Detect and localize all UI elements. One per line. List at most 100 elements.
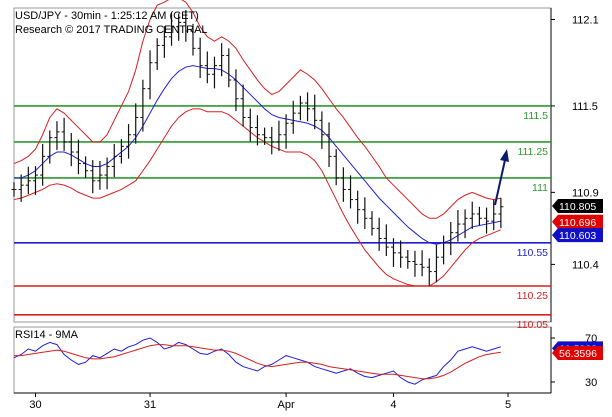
rsi-plot-frame bbox=[13, 326, 552, 394]
price-bar bbox=[197, 37, 203, 79]
price-bar bbox=[326, 122, 332, 168]
price-bar bbox=[147, 50, 153, 100]
price-bar bbox=[362, 197, 368, 229]
price-bar bbox=[68, 133, 74, 167]
price-tick-label-0: 112.1 bbox=[572, 15, 599, 27]
price-bar bbox=[226, 48, 232, 88]
price-tag-1: 110.696 bbox=[552, 214, 603, 229]
price-bar bbox=[90, 160, 96, 194]
price-bar bbox=[75, 139, 81, 175]
time-tick-label-1: 31 bbox=[144, 399, 156, 411]
price-bar bbox=[476, 206, 482, 226]
price-bar bbox=[297, 95, 303, 121]
price-bar bbox=[276, 120, 282, 151]
price-bar bbox=[305, 92, 311, 122]
price-bar bbox=[355, 190, 361, 224]
price-bar bbox=[11, 182, 17, 197]
price-bar bbox=[25, 166, 31, 195]
price-bars bbox=[11, 10, 504, 286]
price-bar bbox=[455, 209, 461, 242]
time-tick-label-3: 4 bbox=[390, 399, 396, 411]
price-tag-0: 110.805 bbox=[552, 199, 603, 214]
copyright: Research © 2017 TRADING CENTRAL bbox=[15, 24, 208, 36]
price-bar bbox=[54, 121, 60, 151]
price-bar bbox=[97, 160, 103, 190]
price-bar bbox=[161, 26, 167, 58]
price-bar bbox=[333, 149, 339, 186]
price-bar bbox=[348, 175, 354, 209]
rsi-tick-label-1: 30 bbox=[585, 377, 597, 389]
price-bar bbox=[140, 79, 146, 132]
price-bar bbox=[390, 238, 396, 267]
svg-text:56.3596: 56.3596 bbox=[559, 348, 597, 360]
price-bar bbox=[32, 166, 38, 195]
price-bar bbox=[283, 114, 289, 149]
chart-title: USD/JPY - 30min - 1:25:12 AM (CET) bbox=[15, 10, 199, 22]
price-bar bbox=[254, 115, 260, 146]
price-tick-label-1: 111.5 bbox=[572, 101, 598, 113]
price-bar bbox=[233, 69, 239, 112]
main-plot-frame bbox=[13, 7, 552, 323]
price-bar bbox=[219, 43, 225, 77]
price-bar bbox=[247, 108, 253, 142]
price-bar bbox=[412, 250, 418, 277]
price-bar bbox=[183, 10, 189, 42]
time-tick-label-4: 5 bbox=[505, 399, 511, 411]
time-tick-label-0: 30 bbox=[29, 399, 41, 411]
bollinger-band-1 bbox=[13, 0, 501, 219]
price-bar bbox=[61, 117, 67, 151]
rsi-lines bbox=[13, 337, 502, 385]
price-bar bbox=[240, 84, 246, 127]
price-bar bbox=[290, 100, 296, 134]
rsi-tag-1: 56.3596 bbox=[552, 346, 603, 361]
price-bar bbox=[269, 126, 275, 155]
price-bar bbox=[340, 167, 346, 202]
moving-average-line bbox=[14, 65, 501, 245]
price-tick-label-2: 110.9 bbox=[572, 187, 599, 199]
level-label-2: 111 bbox=[532, 182, 548, 194]
price-bar bbox=[83, 156, 89, 178]
price-bar bbox=[433, 244, 439, 283]
price-bar bbox=[111, 143, 117, 178]
price-bar bbox=[154, 38, 160, 70]
price-bar bbox=[369, 211, 375, 236]
price-bar bbox=[133, 103, 139, 144]
price-bar bbox=[126, 124, 132, 159]
price-bar bbox=[491, 199, 497, 231]
svg-text:110.805: 110.805 bbox=[559, 201, 596, 213]
price-bar bbox=[18, 174, 24, 202]
price-bar bbox=[176, 13, 182, 41]
price-bar bbox=[469, 201, 475, 229]
level-label-4: 110.25 bbox=[517, 290, 548, 302]
price-bar bbox=[484, 207, 490, 234]
price-bar bbox=[462, 209, 468, 239]
price-bar bbox=[376, 217, 382, 251]
price-bar bbox=[405, 249, 411, 269]
price-bar bbox=[40, 143, 46, 186]
price-bar bbox=[47, 130, 53, 164]
price-bar bbox=[204, 51, 210, 84]
rsi-line bbox=[13, 337, 502, 385]
level-label-1: 111.25 bbox=[517, 146, 548, 158]
time-tick-label-2: Apr bbox=[278, 399, 295, 411]
price-bar bbox=[448, 222, 454, 256]
level-label-0: 111.5 bbox=[523, 110, 548, 122]
level-label-3: 110.55 bbox=[517, 247, 548, 259]
price-bar bbox=[383, 224, 389, 257]
forecast-arrow bbox=[494, 149, 509, 206]
price-bar bbox=[190, 23, 196, 56]
svg-text:110.603: 110.603 bbox=[559, 230, 596, 242]
price-tick-label-3: 110.4 bbox=[572, 259, 599, 271]
price-bar bbox=[426, 258, 432, 286]
price-tag-2: 110.603 bbox=[552, 228, 603, 243]
rsi-ma-line bbox=[14, 344, 501, 380]
price-bar bbox=[312, 94, 318, 130]
price-bar bbox=[319, 111, 325, 149]
level-label-5: 110.05 bbox=[517, 319, 548, 331]
price-bar bbox=[498, 197, 504, 229]
svg-text:110.696: 110.696 bbox=[559, 217, 596, 229]
price-bar bbox=[169, 12, 175, 46]
